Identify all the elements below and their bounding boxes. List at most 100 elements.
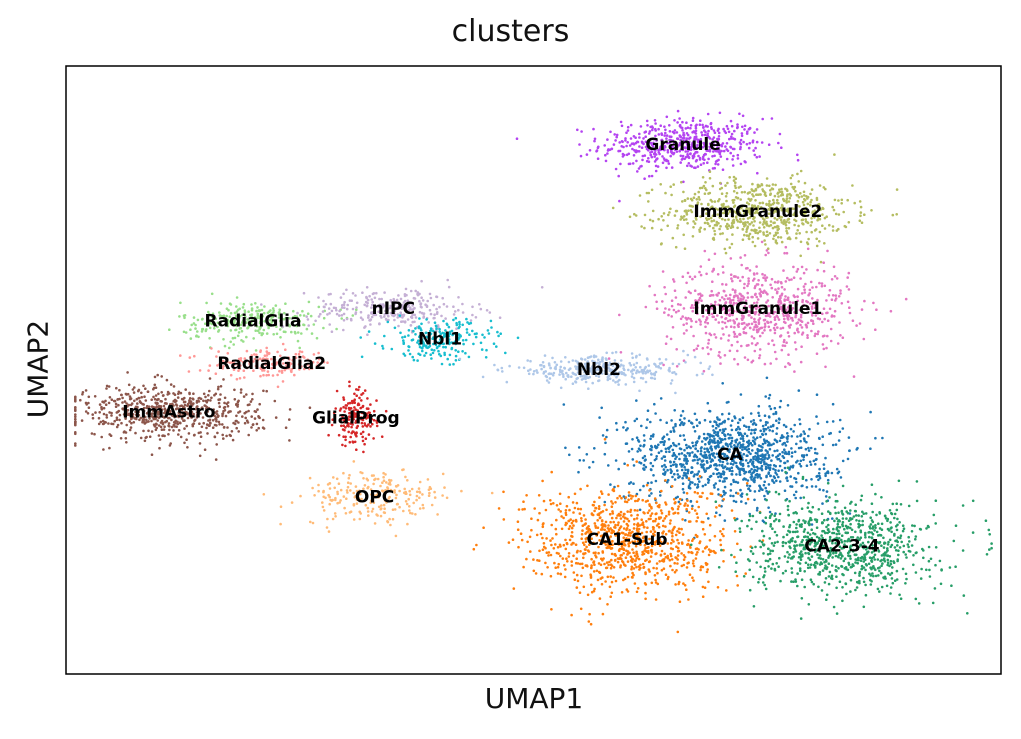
data-point — [516, 336, 520, 340]
data-point — [156, 410, 159, 414]
data-point — [657, 127, 660, 131]
data-point — [346, 303, 350, 307]
data-point — [490, 326, 493, 329]
data-point — [443, 351, 446, 355]
data-point — [795, 481, 798, 484]
data-point — [815, 285, 818, 289]
data-point — [730, 439, 734, 443]
data-point — [99, 420, 103, 424]
data-point — [706, 346, 709, 349]
data-point — [794, 214, 798, 218]
data-point — [683, 457, 686, 461]
data-point — [638, 353, 641, 357]
data-point — [656, 165, 660, 168]
data-point — [213, 414, 216, 418]
data-point — [659, 124, 662, 127]
data-point — [748, 232, 752, 236]
data-point — [814, 485, 818, 488]
data-point — [454, 349, 458, 352]
data-point — [768, 405, 771, 408]
data-point — [758, 327, 761, 331]
data-point — [267, 373, 271, 377]
data-point — [242, 395, 246, 398]
data-point — [771, 183, 775, 186]
data-point — [137, 410, 140, 414]
data-point — [275, 325, 278, 329]
data-point — [698, 296, 702, 300]
data-point — [693, 152, 696, 156]
data-point — [275, 332, 279, 336]
data-point — [272, 365, 276, 368]
data-point — [635, 370, 639, 373]
data-point — [780, 190, 784, 194]
data-point — [711, 280, 714, 284]
data-point — [563, 367, 567, 370]
data-point — [741, 125, 744, 129]
data-point — [574, 365, 577, 368]
data-point — [754, 231, 757, 234]
data-point — [637, 370, 641, 374]
data-point — [321, 501, 324, 504]
data-point — [595, 149, 599, 152]
data-point — [703, 447, 706, 451]
data-point — [759, 445, 763, 448]
data-point — [326, 361, 329, 365]
data-point — [284, 348, 287, 352]
data-point — [783, 219, 786, 222]
data-point — [410, 487, 414, 491]
data-point — [811, 302, 815, 306]
data-point — [650, 453, 653, 456]
data-point — [702, 126, 705, 129]
data-point — [691, 116, 695, 120]
data-point — [234, 419, 238, 423]
data-point — [558, 373, 561, 376]
data-point — [724, 251, 728, 255]
data-point — [593, 139, 596, 143]
data-point — [438, 305, 441, 309]
data-point — [813, 209, 817, 212]
data-point — [822, 307, 826, 311]
data-point — [587, 363, 590, 367]
data-point — [137, 396, 141, 400]
data-point — [74, 413, 77, 416]
data-point — [664, 128, 667, 132]
data-point — [194, 327, 197, 330]
data-point — [706, 461, 709, 464]
data-point — [757, 313, 761, 316]
data-point — [219, 385, 223, 388]
data-point — [693, 135, 697, 139]
data-point — [233, 388, 236, 392]
data-point — [762, 311, 765, 315]
data-point — [794, 490, 798, 494]
data-point — [746, 461, 750, 465]
data-point — [129, 426, 133, 429]
data-point — [606, 138, 609, 141]
data-point — [660, 228, 663, 232]
data-point — [760, 141, 764, 144]
data-point — [98, 411, 101, 414]
data-point — [783, 489, 787, 493]
data-point — [793, 311, 796, 314]
data-point — [693, 275, 697, 279]
data-point — [479, 341, 483, 345]
data-point — [199, 412, 202, 415]
data-point — [740, 132, 744, 135]
data-point — [760, 183, 763, 186]
data-point — [281, 325, 285, 328]
data-point — [328, 502, 332, 506]
data-point — [751, 279, 755, 282]
data-point — [778, 418, 781, 421]
data-point — [338, 309, 341, 313]
data-point — [571, 359, 575, 362]
data-point — [199, 431, 202, 434]
data-point — [757, 411, 760, 415]
data-point — [837, 295, 841, 298]
data-point — [241, 415, 244, 418]
data-point — [875, 308, 878, 312]
data-point — [139, 401, 143, 405]
data-point — [87, 395, 91, 399]
data-point — [708, 170, 712, 173]
data-point — [484, 356, 488, 359]
data-point — [759, 193, 762, 196]
data-point — [216, 321, 220, 325]
